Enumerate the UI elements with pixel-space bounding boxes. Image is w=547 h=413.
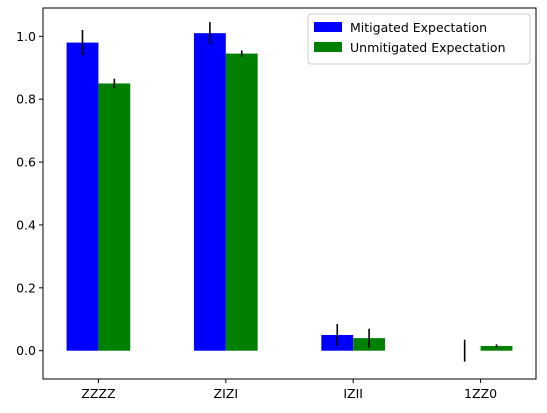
bar-mitigated-expectation-zizi — [193, 33, 226, 351]
y-axis: 0.0 0.2 0.4 0.6 0.8 1.0 — [16, 29, 43, 358]
legend-label-mitigated: Mitigated Expectation — [350, 20, 487, 35]
legend: Mitigated Expectation Unmitigated Expect… — [307, 13, 531, 65]
bar-unmitigated-expectation-1zz0 — [480, 345, 513, 351]
bars-layer — [66, 33, 513, 351]
y-tick-label: 0.8 — [16, 92, 36, 107]
y-tick-label: 0.2 — [16, 280, 36, 295]
bar-unmitigated-expectation-zzzz — [98, 83, 131, 351]
x-tick-label-izii: IZII — [343, 386, 363, 401]
legend-swatch-unmitigated — [314, 42, 342, 52]
x-axis: ZZZZ ZIZI IZII 1ZZ0 — [81, 379, 497, 401]
bar-mitigated-expectation-zzzz — [66, 42, 99, 351]
plot-frame — [42, 7, 537, 380]
x-tick-label-zizi: ZIZI — [214, 386, 239, 401]
y-tick-label: 0.0 — [16, 343, 36, 358]
x-tick-label-zzzz: ZZZZ — [81, 386, 115, 401]
legend-swatch-mitigated — [314, 22, 342, 32]
bar-unmitigated-expectation-zizi — [225, 53, 258, 351]
x-tick-label-1zz0: 1ZZ0 — [464, 386, 497, 401]
y-tick-label: 0.4 — [16, 217, 36, 232]
y-tick-label: 0.6 — [16, 155, 36, 170]
legend-label-unmitigated: Unmitigated Expectation — [350, 40, 506, 55]
legend-box — [307, 13, 531, 65]
error-bars-layer — [81, 22, 498, 362]
y-tick-label: 1.0 — [16, 29, 36, 44]
